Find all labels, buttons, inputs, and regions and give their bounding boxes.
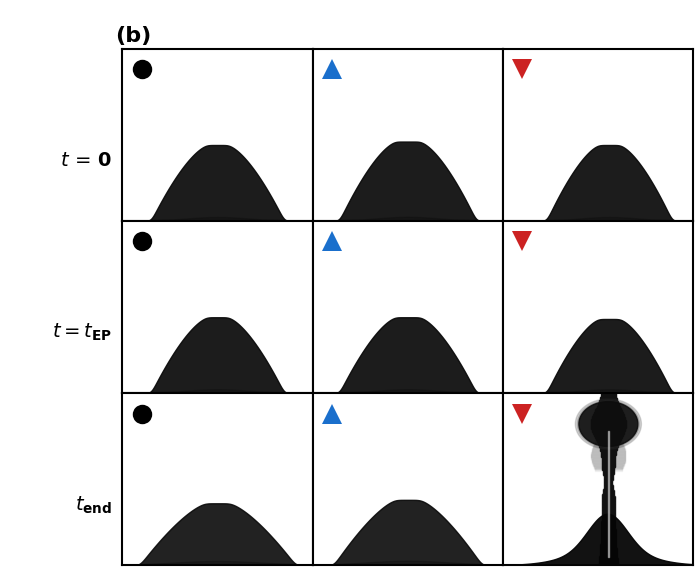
Text: (b): (b) <box>116 26 152 46</box>
Polygon shape <box>578 400 639 448</box>
Text: $t\,{=}\,\mathbf{0}$: $t\,{=}\,\mathbf{0}$ <box>60 151 112 170</box>
Text: $t_{\mathbf{end}}$: $t_{\mathbf{end}}$ <box>75 494 112 516</box>
Polygon shape <box>575 399 641 449</box>
Polygon shape <box>579 401 638 447</box>
Text: $t = t_{\mathbf{EP}}$: $t = t_{\mathbf{EP}}$ <box>52 322 112 343</box>
